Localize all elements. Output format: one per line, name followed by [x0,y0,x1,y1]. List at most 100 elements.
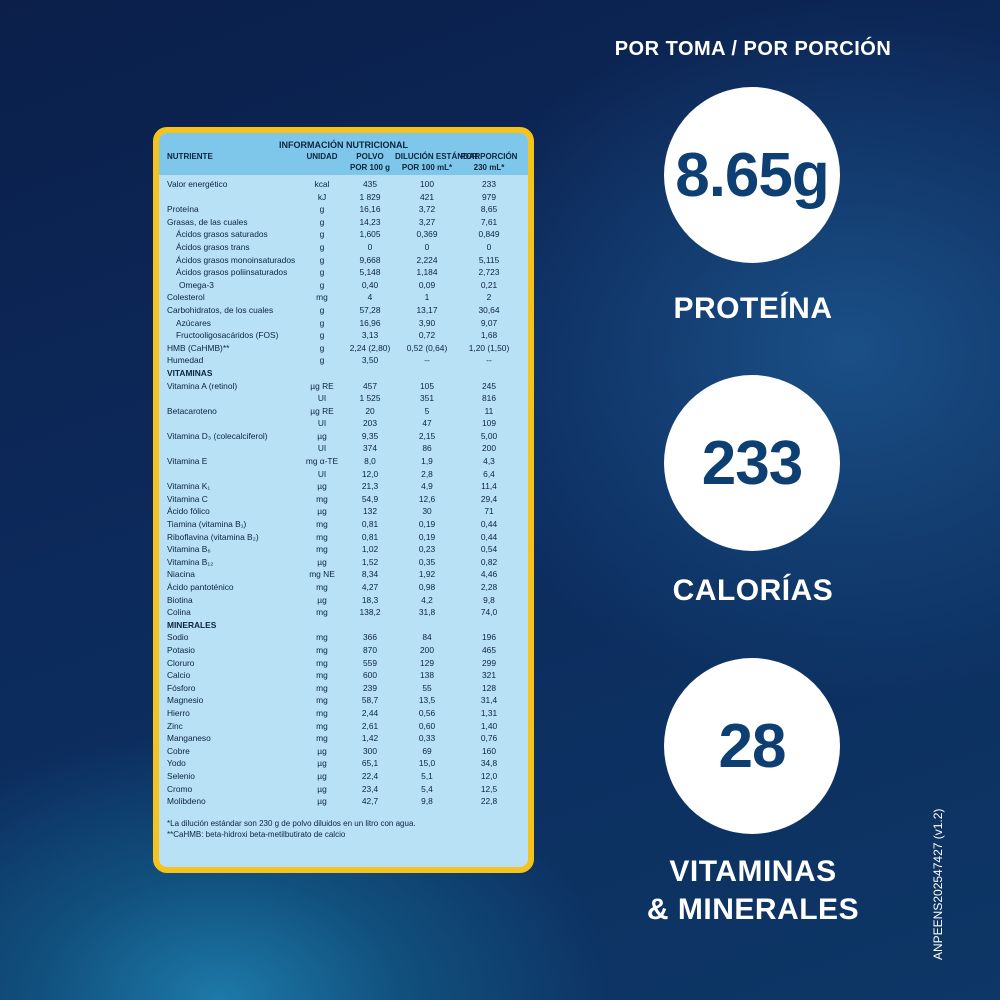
table-row: HMB (CaHMB)** g 2,24 (2,80) 0,52 (0,64) 1,20… [167,342,520,355]
cell-unit: µg [317,430,327,441]
cell-nutrient: Vitamina A (retinol) [167,380,238,391]
cell-nutrient [167,468,299,481]
cell-unit: µg [317,758,327,769]
cell-portion: 245 [482,380,496,391]
cell-portion: 31,4 [480,695,498,706]
cell-dilution: 47 [422,418,432,429]
cell-unit: kcal [314,179,330,189]
cell-powder: 559 [363,657,377,668]
table-row: UI 374 86 200 [167,442,520,455]
cell-nutrient: Yodo [167,758,186,769]
table-row: Fructooligosacáridos (FOS) g 3,13 0,72 1,68 [167,329,520,342]
cell-unit: mg [316,670,328,681]
cell-powder: 5,148 [359,267,381,278]
header-sub-unit [299,162,345,173]
cell-dilution: 0,369 [416,229,438,240]
cell-unit: mg [316,682,328,693]
cell-nutrient: Carbohidratos, de los cuales [167,304,274,315]
table-row: MINERALES [167,619,520,632]
cell-unit: UI [317,468,327,479]
table-row: Cobre µg 300 69 160 [167,745,520,758]
cell-nutrient: Ácidos grasos saturados [176,229,268,240]
table-row: Potasio mg 870 200 465 [167,644,520,657]
cell-portion: 5,00 [480,430,498,441]
cell-powder: 374 [363,443,377,454]
cell-powder: 12,0 [361,468,379,479]
cell-nutrient: Molibdeno [167,796,206,807]
cell-unit: g [319,355,325,366]
table-row: Ácidos grasos monoinsaturados g 9,668 2,224… [167,254,520,267]
cell-portion: 1,40 [480,720,498,731]
cell-dilution: 105 [420,380,434,391]
table-row: kJ 1 829 421 979 [167,191,520,204]
cell-portion: 979 [482,191,496,202]
table-row: Magnesio mg 58,7 13,5 31,4 [167,694,520,707]
cell-nutrient: Vitamina B₆ [167,544,211,555]
cell-unit: UI [317,418,327,429]
cell-unit: mg [316,582,328,592]
cell-unit: g [319,204,325,215]
cell-dilution: 9,8 [421,796,433,807]
cell-portion: 299 [482,657,496,668]
cell-nutrient: HMB (CaHMB)** [167,342,230,353]
cell-portion: 196 [482,632,496,643]
cell-dilution: 15,0 [418,758,436,769]
cell-portion: 6,4 [483,468,495,479]
cell-nutrient: Colina [167,607,191,618]
header-sub-powder: POR 100 g [349,163,390,172]
cell-nutrient: Ácidos grasos trans [176,241,250,252]
cell-nutrient: Hierro [167,707,190,718]
cell-portion: 321 [482,670,496,681]
cell-portion: 1,31 [480,707,498,718]
table-row: Hierro mg 2,44 0,56 1,31 [167,707,520,720]
note-cahmb: **CaHMB: beta-hidroxi beta-metilbutirato… [167,829,346,839]
cell-portion: 200 [482,443,496,454]
protein-label: PROTEÍNA [673,292,833,325]
cell-portion: 0 [486,241,492,252]
cell-portion: 5,115 [478,254,500,265]
cell-nutrient: Vitamina D₃ (colecalciferol) [167,430,268,441]
cell-nutrient: Selenio [167,770,195,781]
cell-portion: 2,723 [478,267,500,278]
cell-nutrient: Zinc [167,720,183,731]
cell-powder: 2,24 (2,80) [349,342,391,353]
cell-unit: µg RE [310,405,334,416]
cell-powder: 2,61 [361,720,379,731]
table-row: Vitamina C mg 54,9 12,6 29,4 [167,493,520,506]
cell-portion: 0,849 [478,229,500,240]
cell-dilution: 0,23 [418,544,436,555]
cell-unit: mg [316,531,328,542]
cell-unit: UI [317,443,327,454]
cell-portion: 1,68 [480,330,498,341]
cell-unit: mg [316,544,328,555]
cell-dilution: 3,27 [418,216,436,227]
vitamins-value: 28 [718,711,787,781]
cell-dilution: 100 [420,179,434,189]
cell-portion: 12,5 [480,783,498,794]
cell-powder: 54,9 [361,493,379,504]
cell-unit: g [319,330,325,341]
cell-unit: mg [316,644,328,655]
cell-unit: UI [317,393,327,404]
cell-unit: mg [316,657,328,668]
cell-dilution: 421 [420,191,434,202]
cell-powder: 1,605 [359,229,381,240]
cell-nutrient: Manganeso [167,733,211,744]
cell-unit: µg [317,556,327,567]
cell-nutrient: Vitamina C [167,493,208,504]
header-portion: POR PORCIÓN [460,152,518,161]
cell-dilution: 0,33 [418,733,436,744]
cell-dilution: 31,8 [418,607,436,618]
cell-unit: µg [317,783,327,794]
cell-dilution: 4,2 [421,594,433,605]
cell-dilution: 3,72 [418,204,436,215]
cell-dilution: 69 [422,745,432,756]
cell-nutrient: Proteína [167,204,199,215]
cell-powder [345,367,395,380]
cell-powder: 4,27 [361,582,379,592]
cell-dilution [395,367,459,380]
cell-unit: mg [316,695,328,706]
table-row: Ácidos grasos saturados g 1,605 0,369 0,849 [167,228,520,241]
cell-nutrient: Vitamina K₁ [167,481,211,492]
cell-dilution: 13,17 [416,304,438,315]
